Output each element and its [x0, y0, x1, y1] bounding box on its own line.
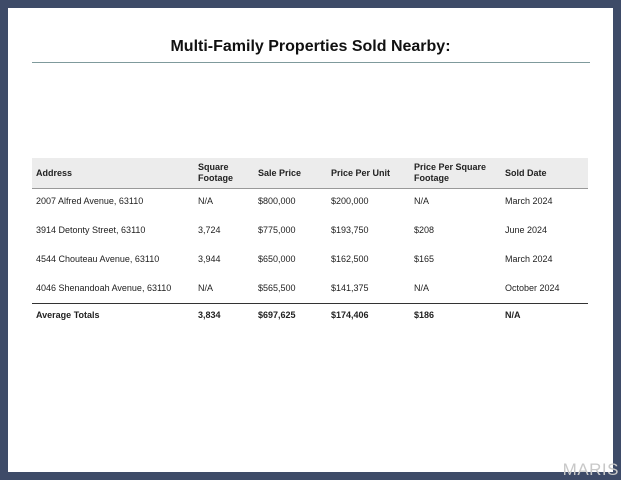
table-cell: 4544 Chouteau Avenue, 63110 — [36, 254, 160, 264]
table-cell: June 2024 — [505, 225, 548, 235]
table-cell: $200,000 — [331, 196, 369, 206]
column-header: Sale Price — [258, 167, 302, 178]
totals-cell: N/A — [505, 310, 521, 320]
table-cell: 3,944 — [198, 254, 221, 264]
table-cell: $775,000 — [258, 225, 296, 235]
totals-divider — [32, 303, 588, 304]
table-cell: $162,500 — [331, 254, 369, 264]
totals-cell: $186 — [414, 310, 435, 320]
column-header: Price Per Square Footage — [414, 162, 487, 183]
table-cell: $208 — [414, 225, 435, 235]
table-cell: $141,375 — [331, 283, 369, 293]
totals-cell: $174,406 — [331, 310, 369, 320]
totals-cell: $697,625 — [258, 310, 296, 320]
table-cell: $165 — [414, 254, 435, 264]
column-header: Price Per Unit — [331, 167, 391, 178]
table-cell: 3,724 — [198, 225, 221, 235]
table-cell: N/A — [198, 283, 214, 293]
table-cell: 4046 Shenandoah Avenue, 63110 — [36, 283, 172, 293]
table-cell: 3914 Detonty Street, 63110 — [36, 225, 146, 235]
table-cell: N/A — [198, 196, 214, 206]
watermark: MARIS — [562, 460, 619, 479]
table-cell: March 2024 — [505, 196, 553, 206]
table-cell: $650,000 — [258, 254, 296, 264]
title: Multi-Family Properties Sold Nearby: — [170, 38, 451, 55]
column-header: Address — [36, 167, 73, 178]
totals-cell: 3,834 — [198, 310, 221, 320]
table-cell: October 2024 — [505, 283, 560, 293]
totals-cell: Average Totals — [36, 310, 100, 320]
header-band — [32, 158, 588, 189]
table-cell: March 2024 — [505, 254, 553, 264]
column-header: Sold Date — [505, 167, 547, 178]
slide: Multi-Family Properties Sold Nearby: Add… — [8, 8, 613, 472]
divider — [32, 62, 590, 63]
table-cell: $193,750 — [331, 225, 369, 235]
table-cell: $800,000 — [258, 196, 296, 206]
table-cell: N/A — [414, 283, 430, 293]
table-cell: $565,500 — [258, 283, 296, 293]
table-cell: 2007 Alfred Avenue, 63110 — [36, 196, 144, 206]
column-header: Square Footage — [198, 162, 233, 183]
table-cell: N/A — [414, 196, 430, 206]
